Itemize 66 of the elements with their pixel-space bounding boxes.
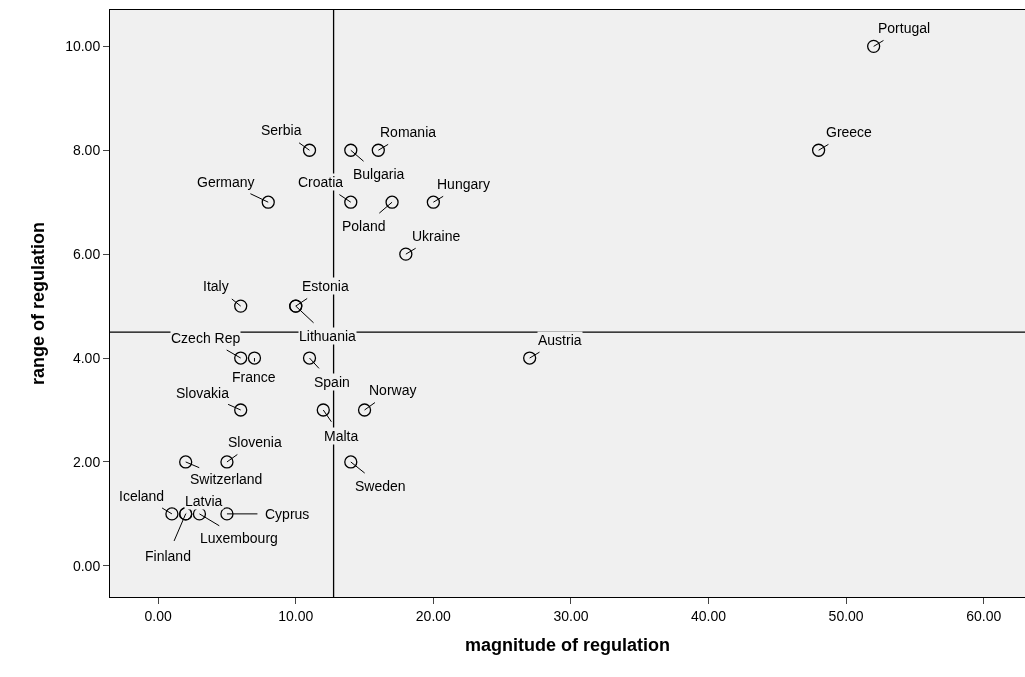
y-tick-label: 8.00 [72,142,101,159]
annotation: Czech Rep [171,330,241,346]
y-axis-title: range of regulation [28,221,49,386]
point [399,247,413,261]
point [302,351,317,365]
x-tick-label: 50.00 [828,607,864,624]
annotation: Serbia [261,122,302,138]
annotation: Greece [826,124,873,140]
y-tick-label: 2.00 [72,453,101,470]
point [385,195,399,209]
annotation: Finland [145,548,191,564]
annotation: Italy [203,278,229,294]
point [220,455,234,469]
annotation: Luxembourg [200,530,278,546]
point [426,195,440,209]
y-tick-label: 0.00 [72,557,101,574]
point [344,195,358,209]
point [234,299,248,313]
point [357,403,372,417]
point [179,455,193,469]
point [316,403,330,417]
annotation: Cyprus [265,506,310,522]
annotation: Austria [538,332,582,348]
annotation: Latvia [185,493,223,509]
annotation: Norway [369,382,417,398]
annotation: Germany [197,174,255,190]
annotation: Slovenia [228,434,282,450]
point [371,143,385,157]
annotation: Lithuania [299,328,357,344]
point [234,351,248,365]
annotation: France [232,369,276,385]
annotation: Spain [314,374,350,390]
annotation: Hungary [437,176,490,192]
y-tick-label: 4.00 [72,349,101,366]
point [867,39,881,53]
annotation: Romania [380,124,437,140]
annotation: Switzerland [190,471,263,487]
point [344,143,358,157]
x-axis-title: magnitude of regulation [465,634,670,655]
annotation: Slovakia [176,385,230,401]
annotation: Malta [324,428,359,444]
point [261,195,275,209]
annotation: Bulgaria [353,166,405,182]
annotation: Iceland [119,488,165,504]
point [344,455,358,469]
annotation: Croatia [298,174,344,190]
point [811,143,826,157]
point [234,403,248,417]
annotation: Ukraine [412,228,461,244]
x-tick-label: 10.00 [278,607,314,624]
x-tick-label: 0.00 [144,607,172,624]
annotation: Estonia [302,278,349,294]
y-tick-label: 6.00 [72,246,101,263]
point [220,507,234,521]
annotation: Portugal [878,20,931,36]
point [302,143,317,157]
x-tick-label: 40.00 [691,607,727,624]
point [165,507,179,521]
point [523,351,537,365]
annotation: Poland [342,218,386,234]
y-tick-label: 10.00 [65,38,101,55]
x-tick-label: 20.00 [415,607,452,624]
x-tick-label: 60.00 [966,607,1002,624]
x-tick-label: 30.00 [553,607,589,624]
annotation: Sweden [355,478,406,494]
point [247,351,262,365]
